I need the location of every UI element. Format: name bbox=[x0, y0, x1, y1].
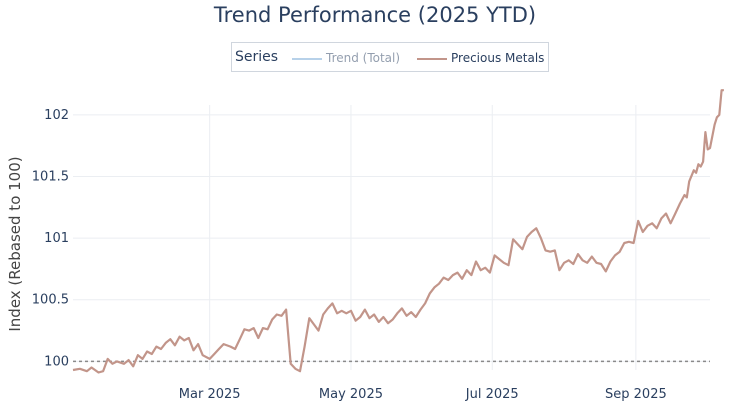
legend-label-precious-metals: Precious Metals bbox=[451, 51, 545, 65]
legend-swatch-precious-metals bbox=[417, 58, 447, 60]
legend: Series Trend (Total) Precious Metals bbox=[231, 42, 549, 72]
x-tick-label: Jul 2025 bbox=[465, 387, 519, 402]
y-tick-label: 101 bbox=[44, 231, 69, 246]
x-tick-label: Sep 2025 bbox=[605, 387, 667, 402]
y-tick-label: 100 bbox=[44, 354, 69, 369]
series-line-precious-metals bbox=[72, 89, 724, 374]
legend-title: Series bbox=[235, 49, 279, 65]
chart-title: Trend Performance (2025 YTD) bbox=[213, 3, 537, 27]
legend-swatch-trend-total bbox=[292, 58, 322, 60]
y-tick-label: 100.5 bbox=[32, 293, 69, 308]
x-tick-label: Mar 2025 bbox=[179, 387, 241, 402]
x-tick-label: May 2025 bbox=[319, 387, 383, 402]
y-tick-label: 101.5 bbox=[32, 169, 69, 184]
y-tick-label: 102 bbox=[44, 108, 69, 123]
legend-label-trend-total: Trend (Total) bbox=[326, 51, 401, 65]
